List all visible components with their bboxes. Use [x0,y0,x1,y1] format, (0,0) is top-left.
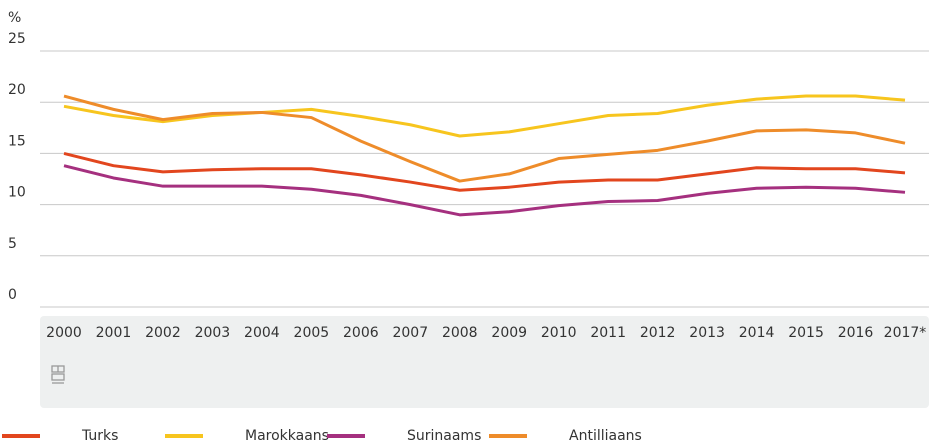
x-tick-label: 2015 [788,325,824,341]
x-tick-label: 2007 [392,325,428,341]
y-tick-label: 15 [8,133,26,149]
x-tick-label: 2017* [884,325,927,341]
y-tick-label: 5 [8,236,17,252]
legend-label: Marokkaans [245,428,329,444]
series-line [63,151,906,192]
legend-label: Turks [81,428,118,444]
x-tick-label: 2005 [294,325,330,341]
y-tick-label: 0 [8,287,17,303]
x-tick-label: 2009 [491,325,527,341]
y-tick-label: 25 [8,31,26,47]
series-line [63,164,906,217]
x-tick-label: 2013 [689,325,725,341]
x-tick-label: 2001 [96,325,132,341]
x-tick-label: 2004 [244,325,280,341]
x-tick-label: 2016 [838,325,874,341]
x-tick-label: 2003 [195,325,231,341]
x-tick-label: 2000 [46,325,82,341]
series-line [63,94,906,183]
y-tick-label: 20 [8,82,26,98]
logo [51,365,65,384]
x-tick-label: 2012 [640,325,676,341]
series-line [63,94,906,138]
x-tick-label: 2010 [541,325,577,341]
y-tick-label: 10 [8,185,26,201]
x-axis-band [40,316,929,408]
x-tick-label: 2006 [343,325,379,341]
x-tick-label: 2014 [739,325,775,341]
x-tick-label: 2011 [590,325,626,341]
legend-label: Antilliaans [569,428,642,444]
y-axis-label: % [8,10,21,26]
x-tick-label: 2008 [442,325,478,341]
x-tick-label: 2002 [145,325,181,341]
legend-label: Surinaams [407,428,481,444]
